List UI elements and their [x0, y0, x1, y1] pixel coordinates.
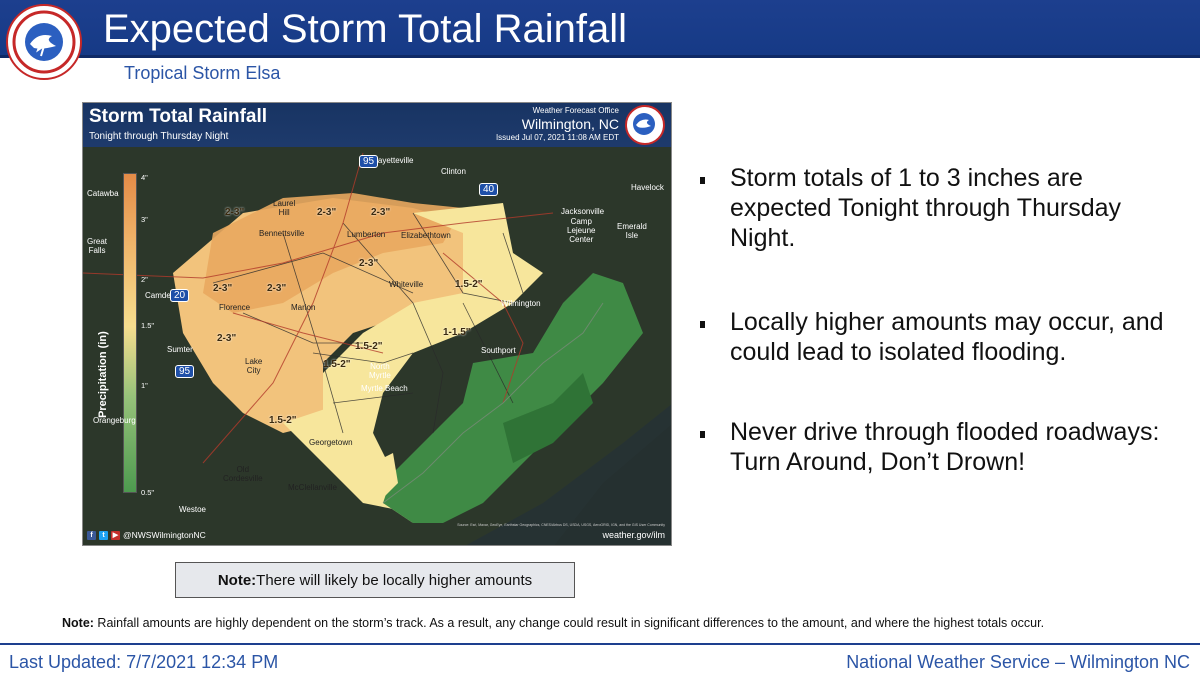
map-title: Storm Total Rainfall — [89, 106, 268, 127]
amount-label: 1.5-2" — [355, 341, 383, 352]
place-mcclellanville: McClellanville — [288, 483, 337, 492]
issued-time: Issued Jul 07, 2021 11:08 AM EDT — [495, 133, 619, 142]
place-georgetown: Georgetown — [309, 438, 353, 447]
amount-label: 1.5-2" — [269, 415, 297, 426]
bullet-text: Storm totals of 1 to 3 inches are expect… — [730, 164, 1122, 252]
legend-label-1-5: 1.5" — [141, 321, 155, 330]
bullet-marker-icon — [700, 321, 705, 328]
legend-label-0-5: 0.5" — [141, 488, 155, 497]
social-links: f t ▶ @NWSWilmingtonNC — [87, 530, 206, 540]
bottom-note-label: Note: — [62, 616, 94, 630]
wfo-label: Weather Forecast Office — [532, 106, 619, 115]
map-graphic — [83, 103, 671, 545]
place-clinton: Clinton — [441, 167, 466, 176]
twitter-icon[interactable]: t — [99, 530, 108, 540]
place-great-falls: Great Falls — [87, 237, 108, 255]
place-bennettsville: Bennettsville — [259, 229, 305, 238]
page-subtitle: Tropical Storm Elsa — [124, 63, 281, 83]
place-southport: Southport — [481, 346, 516, 355]
facebook-icon[interactable]: f — [87, 530, 96, 540]
interstate-40-shield-icon: 40 — [479, 183, 499, 196]
place-myrtle-beach: Myrtle Beach — [361, 384, 408, 393]
place-wilmington: Wilmington — [501, 299, 541, 308]
social-handle[interactable]: @NWSWilmingtonNC — [123, 530, 206, 540]
place-havelock: Havelock — [631, 183, 664, 192]
bullet-text: Never drive through flooded roadways: Tu… — [730, 418, 1160, 476]
amount-label: 1.5-2" — [455, 279, 483, 290]
amount-label: 2-3" — [217, 333, 237, 344]
place-westoe: Westoe — [179, 505, 206, 514]
place-florence: Florence — [219, 303, 251, 312]
place-sumter: Sumter — [167, 345, 193, 354]
website-link[interactable]: weather.gov/ilm — [602, 530, 665, 540]
youtube-icon[interactable]: ▶ — [111, 530, 120, 540]
interstate-95-shield-icon: 95 — [175, 365, 195, 378]
place-old-cordesville: Old Cordesville — [223, 465, 263, 483]
amount-label: 1.5-2" — [323, 359, 351, 370]
last-updated: Last Updated: 7/7/2021 12:34 PM — [9, 652, 279, 672]
amount-label: 2-3" — [267, 283, 287, 294]
legend-label-4: 4" — [141, 173, 148, 182]
map-subtitle: Tonight through Thursday Night — [89, 131, 229, 142]
nws-logo-small-icon — [625, 105, 665, 145]
amount-label: 2-3" — [213, 283, 233, 294]
place-lumberton: Lumberton — [347, 230, 386, 239]
map-source-credit: Source: Esri, Maxar, GeoEye, Earthstar G… — [457, 523, 665, 527]
interstate-20-shield-icon: 20 — [170, 289, 190, 302]
map-title-bar — [83, 103, 671, 147]
note-box: Note: There will likely be locally higher… — [175, 562, 575, 598]
office-name: National Weather Service – Wilmington NC — [846, 652, 1190, 672]
place-elizabethtown: Elizabethtown — [401, 231, 451, 240]
page-title: Expected Storm Total Rainfall — [103, 7, 627, 51]
interstate-95-north-shield-icon: 95 — [359, 155, 379, 168]
place-lake-city: Lake City — [245, 357, 263, 375]
wfo-city: Wilmington, NC — [521, 116, 619, 132]
header-bar — [0, 0, 1200, 58]
precipitation-legend-bar — [123, 173, 137, 493]
place-catawba: Catawba — [87, 189, 119, 198]
place-fayetteville: Fayetteville — [373, 156, 414, 165]
place-north-myrtle-beach: North Myrtle — [369, 362, 391, 380]
legend-axis-label: Precipitation (in) — [97, 331, 109, 418]
place-marion: Marion — [291, 303, 316, 312]
amount-label: 2-3" — [371, 207, 391, 218]
footer-divider — [0, 643, 1200, 645]
rainfall-disclaimer: Note: Rainfall amounts are highly depend… — [62, 616, 1162, 630]
bullet-marker-icon — [700, 177, 705, 184]
place-camden: Camden — [145, 291, 176, 300]
note-box-label: Note: — [217, 571, 257, 589]
amount-label: 2-3" — [225, 207, 245, 218]
place-camp-lejeune: Camp Lejeune Center — [567, 217, 596, 244]
legend-label-2: 2" — [141, 275, 148, 284]
place-emerald-isle: Emerald Isle — [617, 222, 647, 240]
place-laurel-hill: Laurel Hill — [273, 199, 296, 217]
bullet-marker-icon — [700, 431, 705, 438]
place-orangeburg: Orangeburg — [93, 416, 136, 425]
legend-label-1: 1" — [141, 381, 148, 390]
bottom-note-text: Rainfall amounts are highly dependent on… — [93, 616, 1045, 630]
amount-label: 1-1.5" — [443, 327, 471, 338]
amount-label: 2-3" — [317, 207, 337, 218]
bullet-text: Locally higher amounts may occur, and co… — [730, 308, 1164, 366]
note-box-text: There will likely be locally higher amou… — [256, 571, 533, 589]
legend-label-3: 3" — [141, 215, 148, 224]
place-whiteville: Whiteville — [389, 280, 424, 289]
nws-logo-icon — [6, 4, 82, 80]
rainfall-map: Storm Total Rainfall Tonight through Thu… — [82, 102, 672, 546]
amount-label: 2-3" — [359, 258, 379, 269]
place-jacksonville: Jacksonville — [561, 207, 605, 216]
